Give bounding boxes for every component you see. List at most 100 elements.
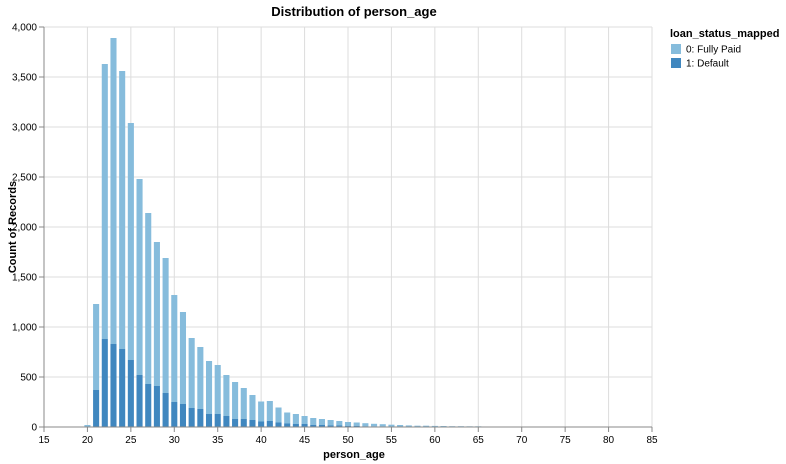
x-tick-label: 15 bbox=[38, 435, 50, 446]
bar-default bbox=[336, 425, 343, 427]
bar-fully-paid bbox=[214, 365, 221, 414]
x-tick-label: 40 bbox=[256, 435, 268, 446]
bar-fully-paid bbox=[84, 425, 91, 427]
x-tick-label: 20 bbox=[82, 435, 94, 446]
bar-default bbox=[258, 421, 265, 427]
bar-fully-paid bbox=[205, 361, 213, 414]
bar-default bbox=[197, 409, 204, 427]
bar-fully-paid bbox=[405, 425, 412, 427]
bar-default bbox=[93, 390, 100, 427]
bar-default bbox=[240, 419, 247, 427]
y-tick-label: 500 bbox=[20, 373, 37, 384]
bar-fully-paid bbox=[232, 382, 239, 419]
bar-default bbox=[145, 384, 152, 427]
legend: loan_status_mapped 0: Fully Paid 1: Defau… bbox=[670, 28, 779, 70]
y-tick-label: 1,500 bbox=[12, 273, 37, 284]
bar-fully-paid bbox=[379, 424, 386, 427]
bar-fully-paid bbox=[397, 425, 404, 427]
bar-fully-paid bbox=[371, 423, 378, 427]
bar-default bbox=[232, 419, 239, 427]
y-tick-label: 1,000 bbox=[12, 323, 37, 334]
bar-fully-paid bbox=[440, 426, 447, 427]
bar-fully-paid bbox=[171, 295, 178, 402]
bar-fully-paid bbox=[431, 425, 438, 427]
x-tick-label: 50 bbox=[342, 435, 354, 446]
x-tick-label: 25 bbox=[125, 435, 137, 446]
bar-default bbox=[223, 416, 230, 427]
bar-fully-paid bbox=[362, 423, 369, 427]
bar-fully-paid bbox=[179, 312, 187, 404]
bar-fully-paid bbox=[301, 416, 308, 424]
y-tick-label: 3,000 bbox=[12, 123, 37, 134]
bar-default bbox=[284, 423, 291, 427]
bar-fully-paid bbox=[240, 388, 247, 419]
y-tick-label: 3,500 bbox=[12, 73, 37, 84]
bar-default bbox=[127, 360, 134, 427]
legend-label: 0: Fully Paid bbox=[686, 45, 741, 56]
bar-fully-paid bbox=[310, 418, 317, 425]
bar-default bbox=[327, 425, 334, 427]
x-tick-label: 65 bbox=[473, 435, 485, 446]
x-tick-label: 60 bbox=[429, 435, 441, 446]
chart-title: Distribution of person_age bbox=[271, 4, 436, 19]
bars bbox=[84, 38, 551, 427]
x-tick-label: 70 bbox=[516, 435, 528, 446]
bar-default bbox=[266, 421, 273, 427]
bar-fully-paid bbox=[258, 401, 265, 422]
legend-swatch bbox=[671, 44, 681, 54]
bar-default bbox=[275, 422, 282, 427]
bar-fully-paid bbox=[414, 425, 421, 427]
x-tick-label: 55 bbox=[386, 435, 398, 446]
bar-fully-paid bbox=[266, 401, 273, 421]
x-tick-label: 45 bbox=[299, 435, 311, 446]
bar-fully-paid bbox=[344, 422, 352, 426]
y-tick-label: 4,000 bbox=[12, 23, 37, 34]
bar-default bbox=[292, 424, 299, 427]
y-tick-label: 2,500 bbox=[12, 173, 37, 184]
x-tick-label: 35 bbox=[212, 435, 224, 446]
y-tick-label: 0 bbox=[31, 423, 37, 434]
bar-fully-paid bbox=[223, 375, 230, 416]
legend-title: loan_status_mapped bbox=[670, 28, 779, 40]
bar-default bbox=[249, 420, 256, 427]
legend-swatch bbox=[671, 58, 681, 68]
bar-fully-paid bbox=[336, 421, 343, 426]
y-tick-label: 2,000 bbox=[12, 223, 37, 234]
bar-fully-paid bbox=[318, 419, 325, 425]
bar-fully-paid bbox=[197, 347, 204, 409]
bar-fully-paid bbox=[153, 242, 160, 386]
bar-default bbox=[136, 375, 143, 427]
bar-default bbox=[162, 393, 169, 427]
bar-default bbox=[188, 408, 195, 427]
bar-fully-paid bbox=[423, 425, 430, 427]
bar-default bbox=[310, 425, 317, 427]
bar-default bbox=[119, 349, 126, 427]
legend-label: 1: Default bbox=[686, 59, 729, 70]
y-axis-title: Count of Records bbox=[7, 181, 19, 273]
bar-default bbox=[301, 424, 308, 427]
bar-fully-paid bbox=[127, 123, 134, 360]
bar-fully-paid bbox=[93, 304, 100, 390]
x-tick-label: 30 bbox=[169, 435, 181, 446]
bar-fully-paid bbox=[353, 422, 360, 426]
x-tick-label: 85 bbox=[646, 435, 658, 446]
bar-fully-paid bbox=[101, 64, 108, 339]
bar-fully-paid bbox=[284, 412, 291, 424]
bar-fully-paid bbox=[119, 71, 126, 349]
bar-fully-paid bbox=[249, 395, 256, 420]
x-tick-label: 75 bbox=[560, 435, 572, 446]
bar-fully-paid bbox=[275, 407, 282, 423]
bar-fully-paid bbox=[188, 338, 195, 408]
bar-fully-paid bbox=[292, 414, 299, 424]
axes: 0 500 1,000 1,500 2,000 2,500 3,000 3,500 4,000 1… bbox=[12, 23, 658, 447]
bar-default bbox=[101, 339, 108, 427]
bar-default bbox=[179, 404, 187, 427]
bar-default bbox=[318, 425, 325, 427]
bar-default bbox=[214, 414, 221, 427]
x-tick-label: 80 bbox=[603, 435, 615, 446]
bar-default bbox=[110, 344, 117, 427]
bar-fully-paid bbox=[136, 179, 143, 375]
bar-default bbox=[171, 402, 178, 427]
bar-fully-paid bbox=[110, 38, 117, 344]
